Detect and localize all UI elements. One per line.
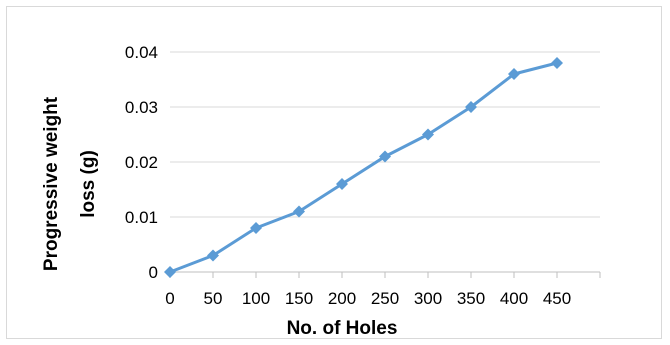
- x-tick-label: 400: [500, 289, 528, 308]
- data-point-marker: [379, 150, 391, 163]
- y-tick-label: 0.01: [125, 208, 158, 227]
- x-axis-title: No. of Holes: [287, 318, 398, 339]
- data-point-marker: [207, 249, 219, 262]
- x-tick-label: 0: [165, 289, 174, 308]
- series-markers: [164, 57, 563, 278]
- y-tick-label: 0.02: [125, 153, 158, 172]
- series-line: [169, 61, 558, 274]
- x-tick-labels: 0 50 100 150 200 250 300 350 400 450: [165, 289, 571, 308]
- x-tick-label: 50: [204, 289, 223, 308]
- data-point-marker: [508, 68, 520, 80]
- y-tick-labels: 0 0.01 0.02 0.03 0.04: [125, 43, 158, 282]
- data-point-marker: [293, 205, 305, 218]
- data-point-marker: [551, 57, 563, 69]
- x-tick-label: 350: [457, 289, 485, 308]
- data-point-marker: [422, 128, 434, 141]
- gridlines: [170, 51, 600, 218]
- x-tick-label: 200: [328, 289, 356, 308]
- y-tick-label: 0.04: [125, 43, 158, 62]
- x-tick-label: 150: [285, 289, 313, 308]
- y-tick-label: 0: [149, 263, 158, 282]
- x-tick-label: 250: [371, 289, 399, 308]
- data-point-marker: [250, 222, 262, 234]
- y-axis-title-line-2: loss (g): [78, 150, 99, 218]
- data-point-marker: [336, 178, 348, 190]
- data-point-marker: [164, 266, 176, 278]
- x-tick-label: 100: [242, 289, 270, 308]
- data-point-marker: [465, 101, 477, 113]
- x-tick-label: 450: [543, 289, 571, 308]
- y-axis-title-line-1: Progressive weight: [41, 96, 62, 271]
- axes: [169, 271, 601, 278]
- y-tick-label: 0.03: [125, 98, 158, 117]
- x-tick-label: 300: [414, 289, 442, 308]
